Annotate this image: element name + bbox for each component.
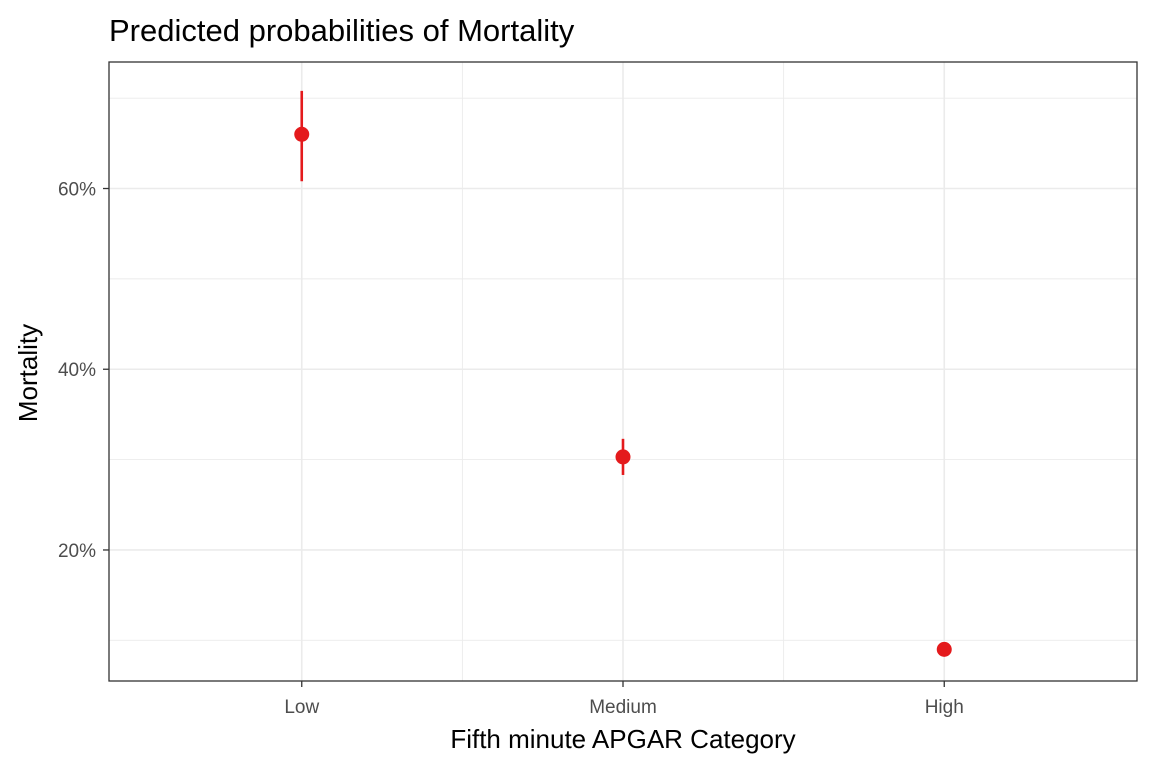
major-gridlines [109, 62, 1137, 681]
x-tick-label: Low [284, 697, 319, 718]
y-tick-label: 20% [58, 541, 96, 562]
data-point-medium [615, 449, 631, 465]
data-point-high [936, 641, 952, 657]
y-tick-label: 60% [58, 180, 96, 201]
x-axis-ticks: Low Medium High [284, 681, 964, 718]
x-tick-label: Medium [589, 697, 657, 718]
x-axis-title: Fifth minute APGAR Category [450, 724, 795, 754]
x-tick-label: High [925, 697, 964, 718]
data-point-low [294, 126, 310, 142]
y-tick-label: 40% [58, 360, 96, 381]
data-points [294, 126, 952, 657]
y-axis-title: Mortality [13, 324, 43, 422]
y-axis-ticks: 20% 40% 60% [58, 180, 109, 562]
chart-title: Predicted probabilities of Mortality [109, 13, 575, 48]
